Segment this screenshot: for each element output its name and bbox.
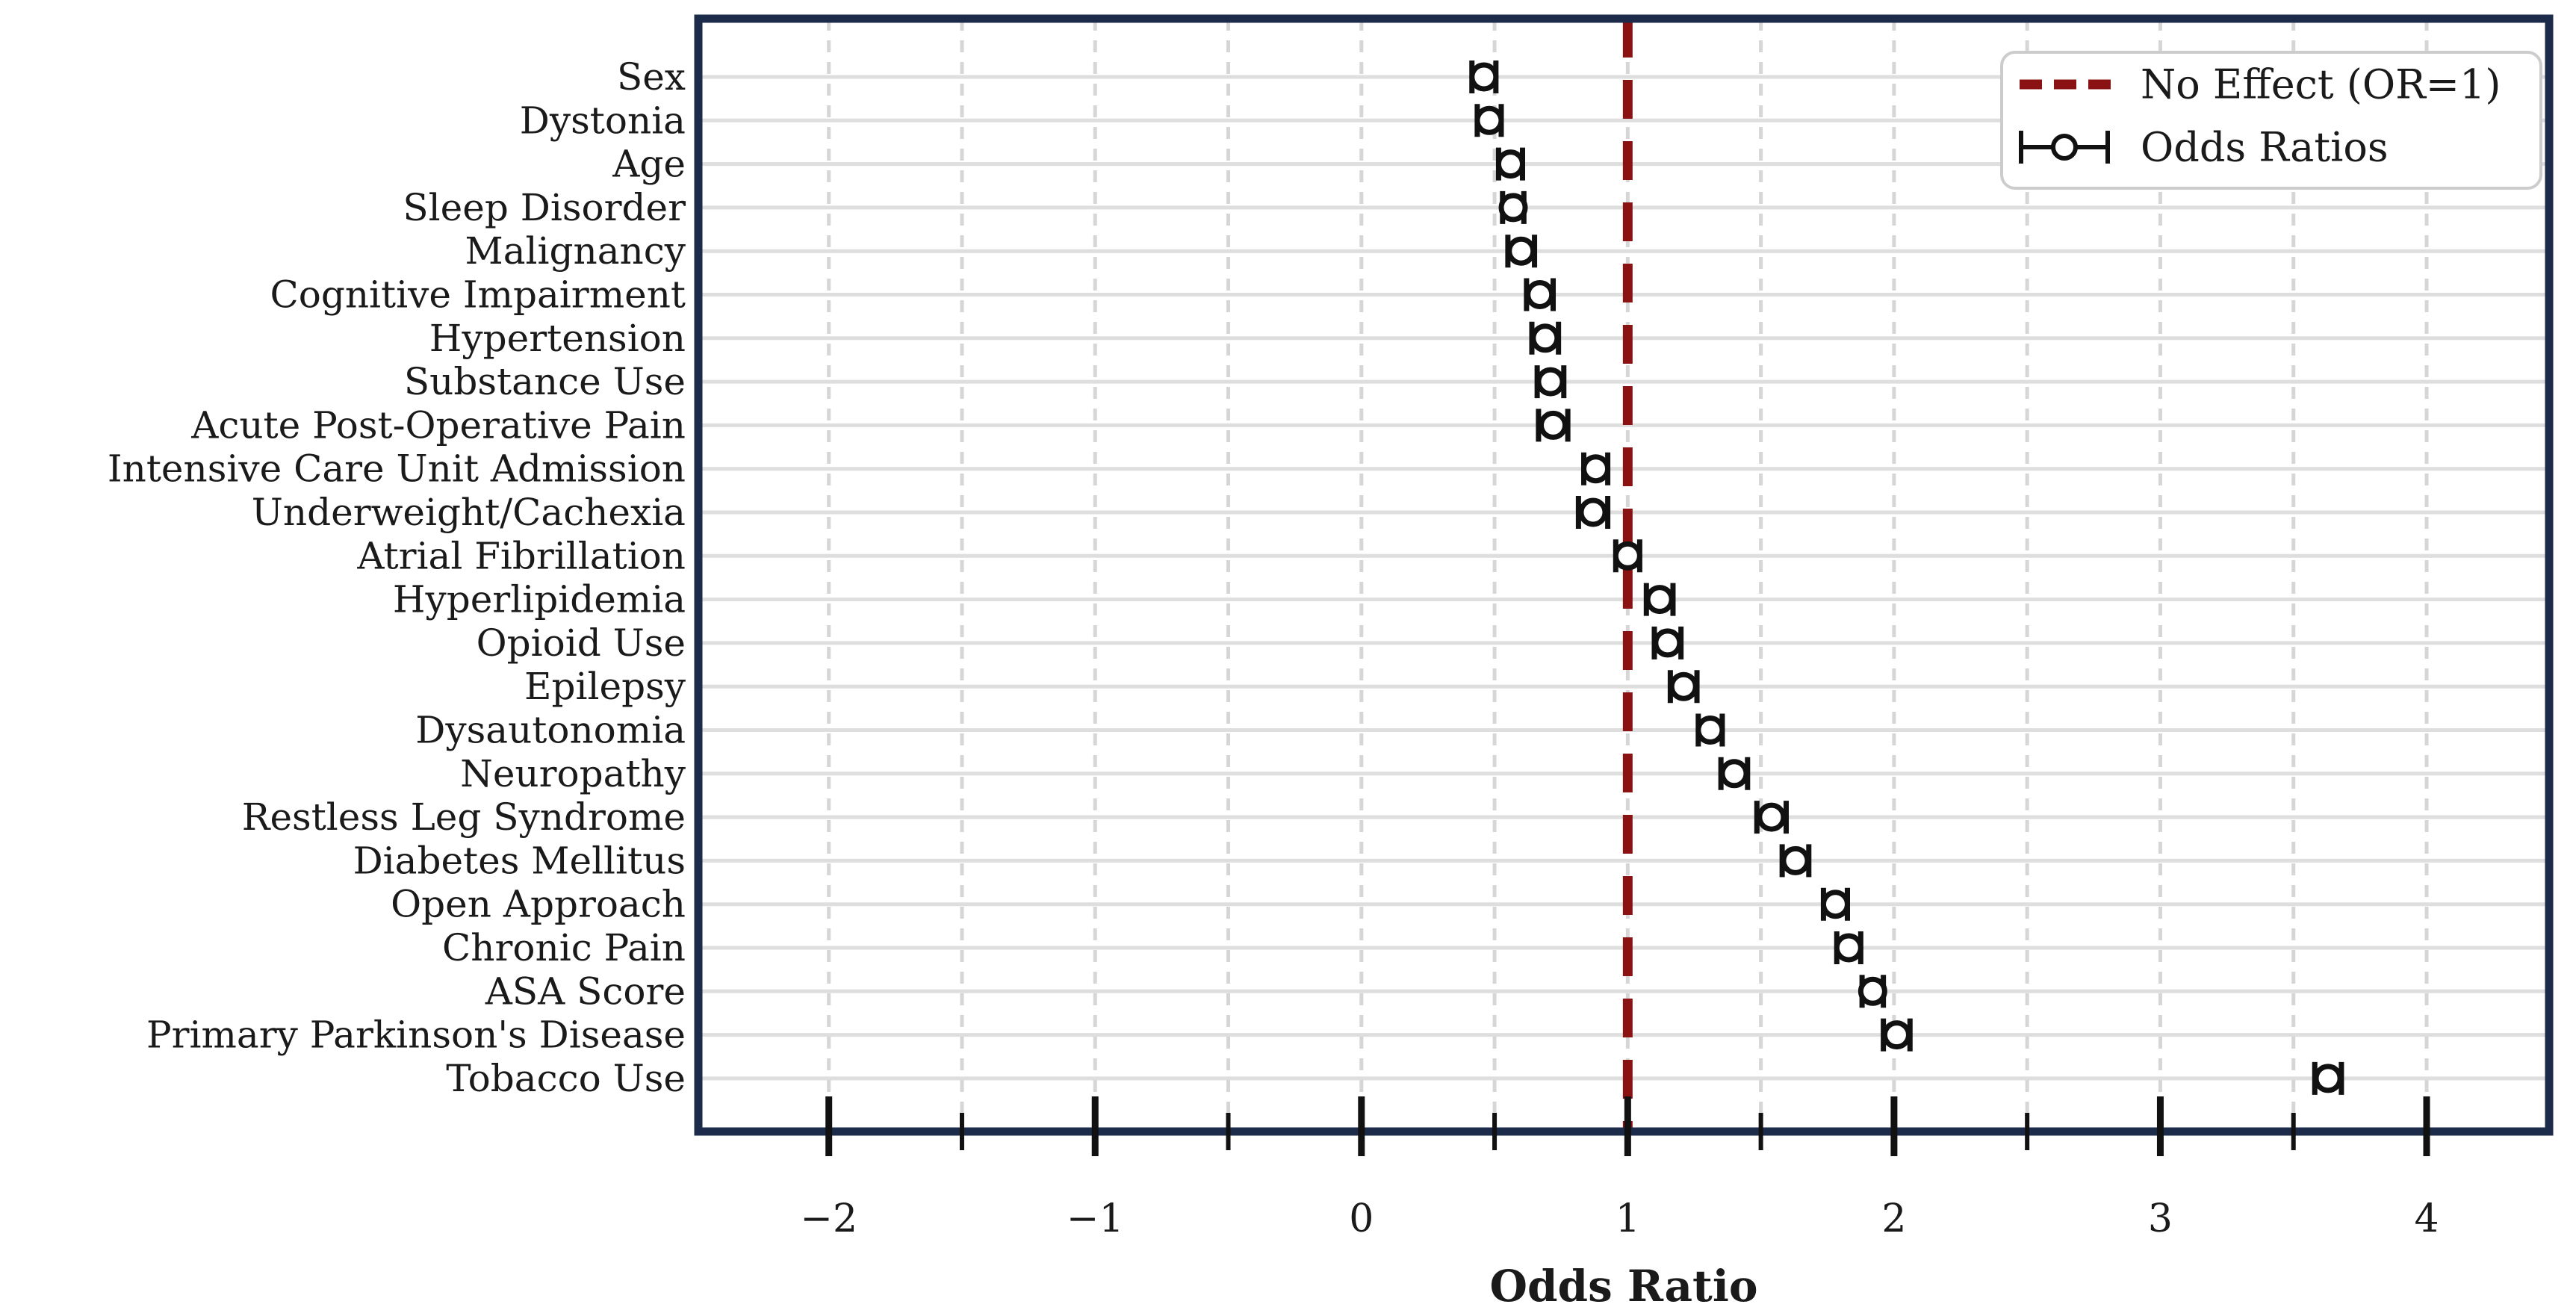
odds-ratio-marker: [1495, 149, 1525, 179]
legend-box: [2000, 51, 2542, 190]
errorbar-point: [1536, 409, 1571, 442]
odds-ratio-marker: [2313, 1064, 2343, 1093]
odds-ratio-marker: [1653, 628, 1683, 658]
category-label: Dystonia: [520, 99, 686, 142]
x-tick-label: 0: [1349, 1196, 1374, 1241]
x-tick-label: 3: [2148, 1196, 2173, 1241]
x-tick-label: 1: [1616, 1196, 1640, 1241]
category-label: Diabetes Mellitus: [353, 839, 686, 882]
category-label: Cognitive Impairment: [270, 273, 686, 317]
odds-ratio-marker: [1506, 236, 1536, 266]
axis-tick-layer: [825, 1096, 2430, 1156]
category-label: Hypertension: [429, 317, 686, 360]
odds-ratio-marker: [1820, 890, 1850, 919]
legend-label-no-effect: No Effect (OR=1): [2141, 61, 2501, 108]
errorbar-series: [1469, 60, 2344, 1095]
odds-ratio-marker: [1757, 802, 1787, 832]
x-tick-label: 4: [2414, 1196, 2439, 1241]
category-label: Neuropathy: [460, 752, 686, 795]
odds-ratio-marker: [1695, 716, 1725, 745]
category-label: Underweight/Cachexia: [252, 491, 686, 534]
errorbar-point: [2312, 1061, 2344, 1095]
category-label: Open Approach: [391, 883, 686, 926]
errorbar-point: [1643, 583, 1676, 616]
errorbar-point: [1718, 757, 1751, 790]
odds-ratio-marker: [1469, 62, 1499, 92]
odds-ratio-marker: [1578, 497, 1608, 527]
category-label: Restless Leg Syndrome: [242, 795, 686, 839]
odds-ratio-marker: [1834, 933, 1863, 963]
x-tick-label: −2: [800, 1196, 857, 1241]
category-label: Epilepsy: [524, 665, 686, 708]
errorbar-point: [1505, 235, 1538, 268]
odds-ratio-marker: [1781, 845, 1810, 875]
category-label: Malignancy: [465, 229, 686, 273]
errorbar-point: [1469, 60, 1499, 93]
odds-ratio-marker: [1539, 410, 1568, 440]
errorbar-point: [1495, 147, 1526, 181]
legend: No Effect (OR=1) Odds Ratios: [2000, 51, 2542, 190]
odds-ratio-marker: [1498, 193, 1528, 223]
x-axis-title: Odds Ratio: [1489, 1261, 1757, 1312]
odds-ratio-marker: [1881, 1020, 1911, 1050]
odds-ratio-marker: [1525, 280, 1555, 309]
odds-ratio-marker: [1857, 976, 1887, 1006]
category-label: Opioid Use: [477, 621, 686, 665]
errorbar-point: [1667, 670, 1700, 704]
errorbar-point: [1857, 975, 1887, 1008]
category-label: Intensive Care Unit Admission: [108, 447, 686, 491]
odds-ratio-marker: [1669, 671, 1698, 701]
odds-ratio-marker: [1719, 759, 1749, 789]
odds-ratio-marker: [1645, 585, 1675, 615]
odds-ratio-marker: [1530, 323, 1560, 353]
errorbar-point: [1524, 278, 1557, 311]
errorbar-point: [1695, 713, 1725, 747]
category-label: Hyperlipidemia: [393, 578, 686, 621]
errorbar-point: [1779, 844, 1812, 878]
category-label: Acute Post-Operative Pain: [190, 403, 686, 447]
category-label: Tobacco Use: [446, 1057, 686, 1100]
odds-ratio-marker: [1536, 367, 1565, 397]
odds-ratio-marker: [1613, 541, 1642, 571]
category-label: Dysautonomia: [415, 709, 686, 752]
errorbar-point: [1834, 931, 1863, 964]
category-label: Sleep Disorder: [403, 186, 686, 229]
category-label: Age: [612, 143, 686, 186]
errorbar-point: [1474, 104, 1504, 137]
errorbar-legend-sample: [2019, 131, 2110, 164]
category-label: Primary Parkinson's Disease: [146, 1014, 686, 1057]
errorbar-point: [1613, 539, 1642, 573]
x-tick-label: −1: [1067, 1196, 1124, 1241]
errorbar-point: [1529, 321, 1562, 355]
odds-ratio-marker: [1474, 105, 1504, 135]
category-label: Substance Use: [404, 360, 686, 403]
category-label: Atrial Fibrillation: [356, 534, 686, 577]
category-label: Sex: [617, 55, 686, 99]
errorbar-point: [1820, 887, 1850, 921]
errorbar-point: [1754, 801, 1789, 834]
errorbar-point: [1581, 452, 1611, 485]
x-tick-label: 2: [1881, 1196, 1906, 1241]
errorbar-point: [1575, 496, 1611, 529]
errorbar-point: [1881, 1018, 1913, 1052]
category-label: Chronic Pain: [442, 926, 686, 969]
errorbar-point: [1534, 365, 1567, 399]
legend-label-odds-ratios: Odds Ratios: [2141, 124, 2389, 171]
plot-border: [694, 14, 2554, 1136]
category-label: ASA Score: [485, 969, 686, 1013]
odds-ratio-marker: [1581, 454, 1611, 484]
errorbar-point: [1498, 190, 1528, 224]
errorbar-point: [1651, 626, 1684, 659]
